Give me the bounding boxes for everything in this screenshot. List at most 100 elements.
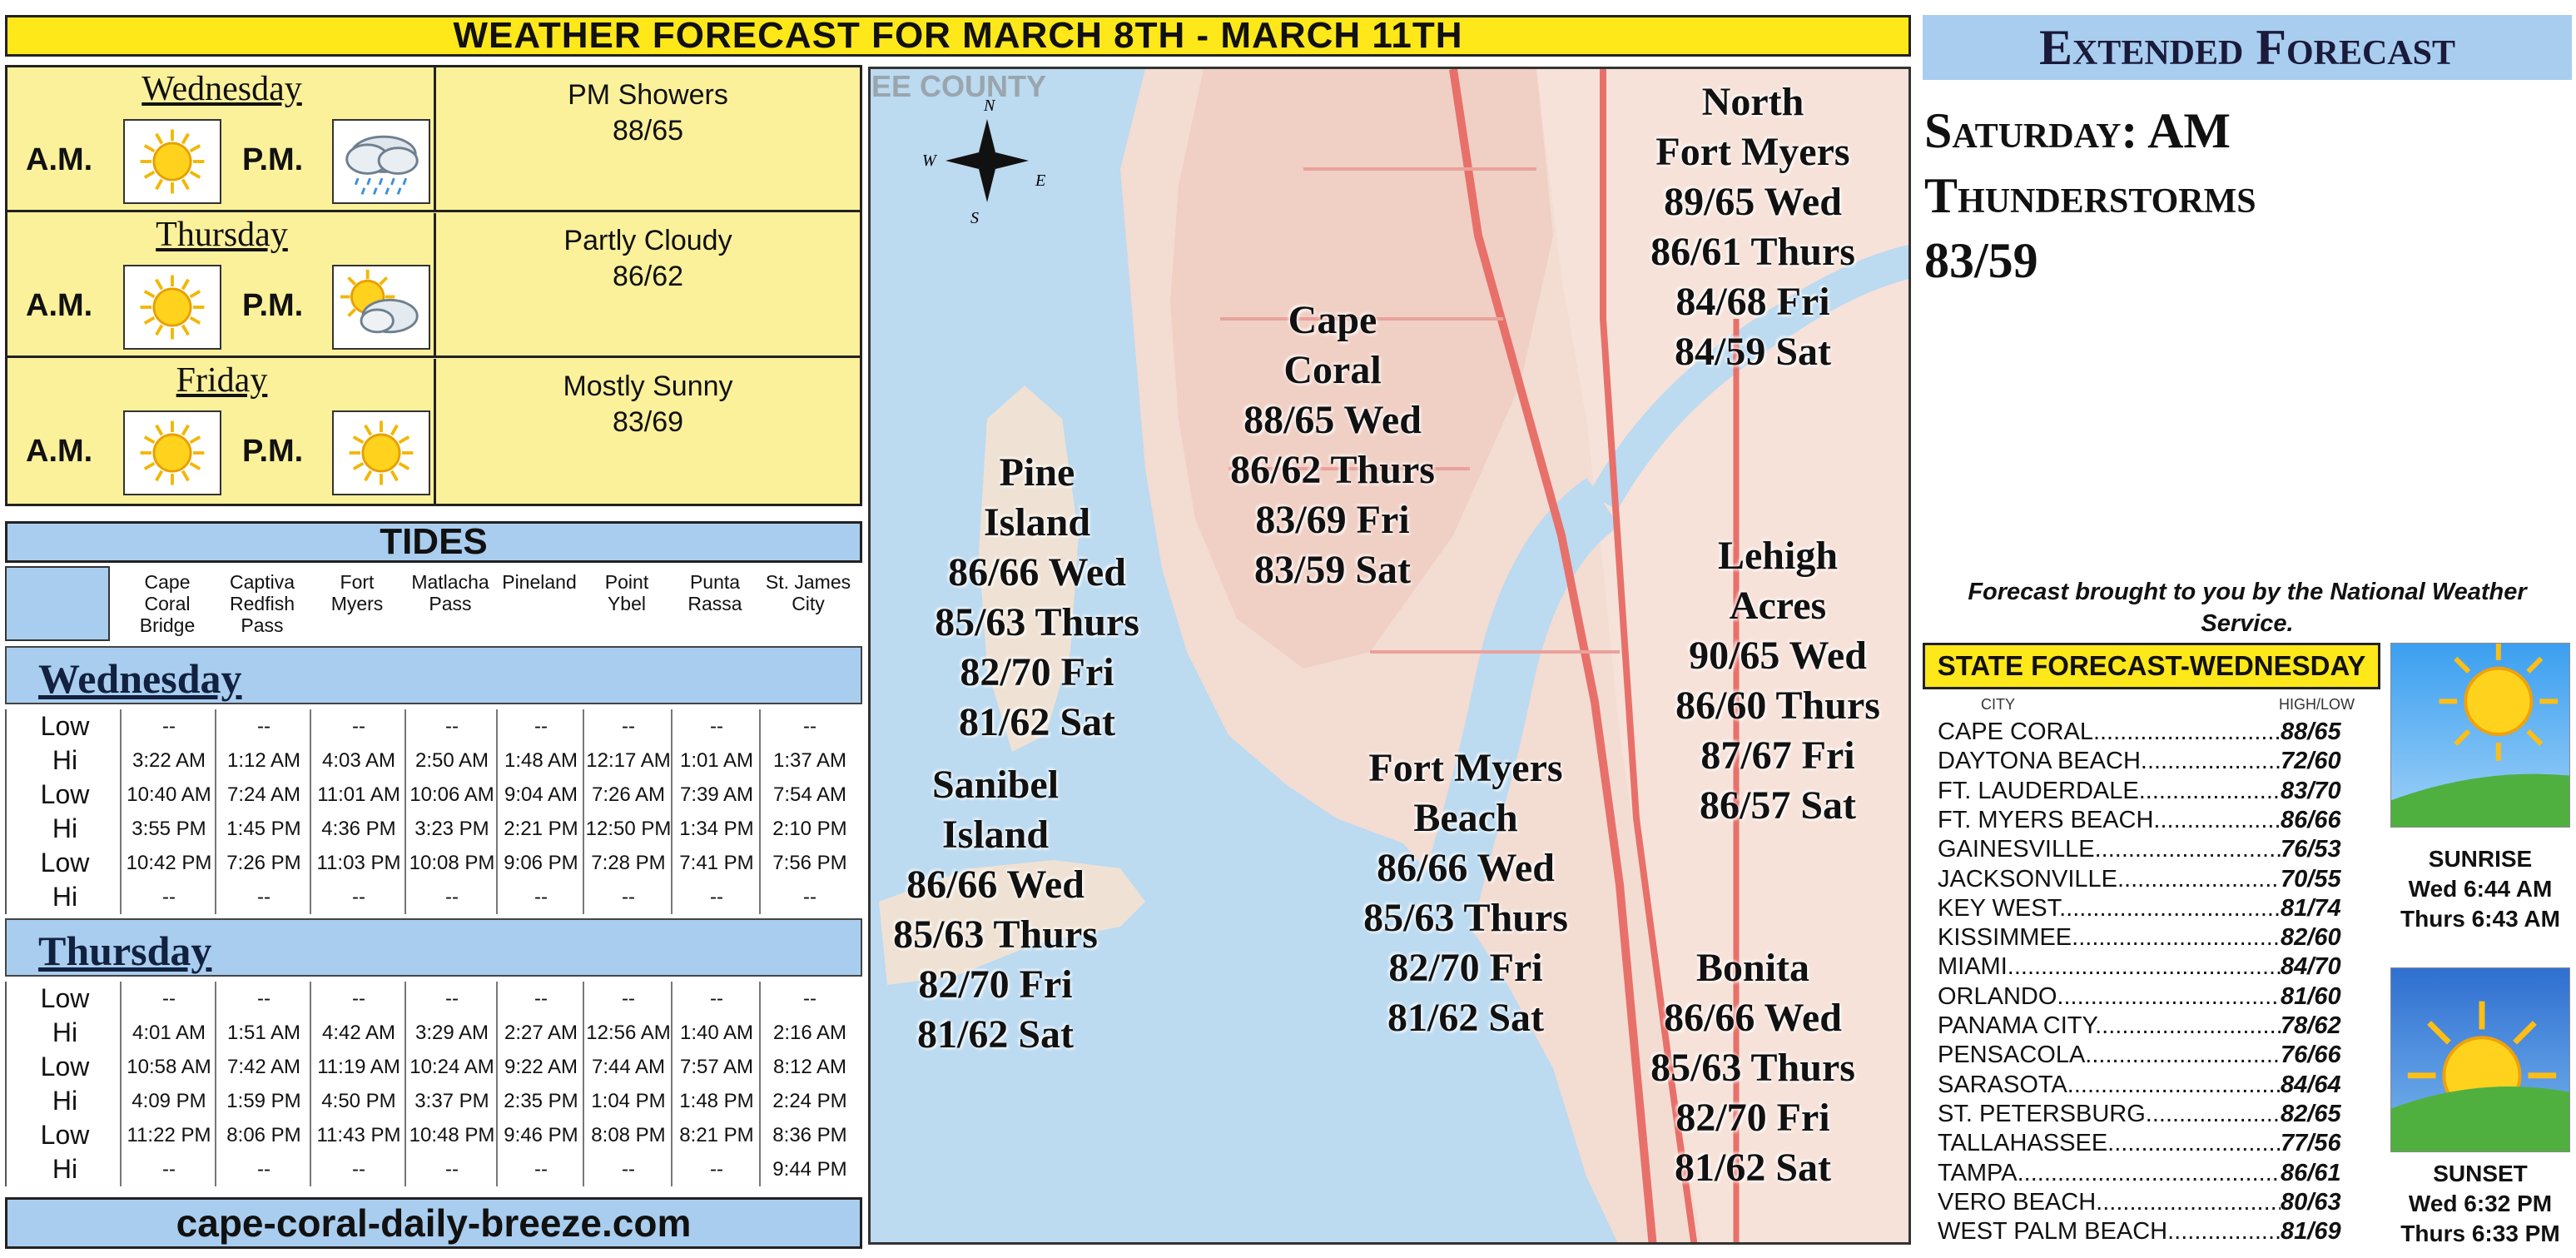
tide-time: 8:08 PM <box>591 1124 666 1146</box>
tides-header: Cape Coral Bridge Captiva Redfish Pass Fort Mye… <box>5 566 862 643</box>
map-region-temp: 81/62 Sat <box>916 1012 1074 1057</box>
state-city: ORLANDO.................................… <box>1938 982 2281 1010</box>
state-forecast-row: PANAMA CITY.............................… <box>1938 1012 2354 1041</box>
state-forecast-row: JACKSONVILLE............................… <box>1938 865 2354 894</box>
tide-time: -- <box>352 886 365 908</box>
tide-type: Low <box>40 848 90 878</box>
tide-column-divider <box>671 982 673 1186</box>
tide-day-name: Thursday <box>38 927 212 974</box>
day-name: Thursday <box>156 216 288 254</box>
tide-time: -- <box>803 987 816 1010</box>
state-forecast-row: MIAMI...................................… <box>1938 952 2354 982</box>
tide-time: -- <box>257 715 271 738</box>
tide-time: 8:21 PM <box>679 1124 754 1146</box>
day-icons-cell: Thursday A.M. P.M. <box>7 213 436 356</box>
map-region-temp: 84/59 Sat <box>1674 330 1831 374</box>
map-region-name: Cape <box>1288 298 1377 342</box>
tide-location-line: Ybel <box>607 593 647 614</box>
tide-row: Hi 4:09 PM 1:59 PM 4:50 PM 3:37 PM 2:35 PM 1:0… <box>7 1084 864 1118</box>
county-text: EE COUNTY <box>871 69 1047 103</box>
map-region-temp: 81/62 Sat <box>1387 996 1544 1040</box>
tide-time: -- <box>622 987 635 1010</box>
tide-time: 10:08 PM <box>409 852 495 874</box>
map-region-name: Island <box>983 500 1091 544</box>
pm-label: P.M. <box>242 288 304 323</box>
tide-time: -- <box>352 987 365 1010</box>
tide-column-divider <box>120 982 122 1186</box>
state-forecast-row: TALLAHASSEE.............................… <box>1938 1129 2354 1158</box>
tide-location-line: Pass <box>241 614 284 636</box>
extended-line: Saturday: AM <box>1924 103 2231 158</box>
map-region-name: Acres <box>1729 584 1827 628</box>
tide-row: Low 10:42 PM 7:26 PM 11:03 PM 10:08 PM 9:06 P… <box>7 846 864 880</box>
map-region-temp: 86/57 Sat <box>1699 783 1856 828</box>
state-forecast-row: VERO BEACH..............................… <box>1938 1188 2354 1217</box>
tide-time: -- <box>257 987 271 1010</box>
tide-time: 11:43 PM <box>316 1124 401 1146</box>
map-region-temp: 86/62 Thurs <box>1230 448 1435 492</box>
day-row: Wednesday A.M. P.M. PM Showers 88/65 <box>7 67 860 212</box>
tide-time: 7:24 AM <box>226 783 301 806</box>
map-region-temp: 85/63 Thurs <box>1650 1046 1855 1090</box>
state-city: KEY WEST................................… <box>1938 894 2281 922</box>
tide-time: 1:12 AM <box>226 749 301 772</box>
am-weather-icon <box>123 265 221 350</box>
tide-time: 8:36 PM <box>772 1124 847 1146</box>
extended-forecast-title: Extended Forecast <box>1923 15 2572 80</box>
state-high-low: 81/74 <box>2281 894 2341 922</box>
sunrise-icon <box>2391 644 2569 827</box>
rain-cloud-icon <box>345 135 419 195</box>
tide-time: -- <box>352 715 365 738</box>
sun-icon <box>349 420 414 485</box>
state-city: WEST PALM BEACH.........................… <box>1938 1218 2281 1246</box>
day-condition: PM Showers <box>568 79 728 111</box>
state-col-highlow: HIGH/LOW <box>2279 696 2355 713</box>
tide-time: -- <box>162 987 176 1010</box>
tide-time: -- <box>622 1158 635 1181</box>
tide-time: 3:29 AM <box>414 1022 489 1044</box>
sun-icon <box>140 420 205 485</box>
state-forecast-row: FT. MYERS BEACH.........................… <box>1938 806 2354 835</box>
state-forecast-row: WEST PALM BEACH.........................… <box>1938 1217 2354 1246</box>
tide-time: -- <box>257 886 271 908</box>
tide-location-line: Bridge <box>139 614 196 636</box>
pm-weather-icon <box>332 265 430 350</box>
tide-time: -- <box>803 886 816 908</box>
state-city: DAYTONA BEACH...........................… <box>1938 748 2281 775</box>
state-high-low: 84/64 <box>2281 1071 2341 1098</box>
tide-location-line: Pineland <box>502 571 577 593</box>
map-region-temp: 86/66 Wed <box>1664 996 1842 1040</box>
tide-type: Hi <box>52 1017 78 1047</box>
tide-column-divider <box>759 709 761 914</box>
tide-location-header: Captiva Redfish Pass <box>215 571 310 636</box>
map-region-forecast: Lehigh Acres 90/65 Wed 86/60 Thurs 87/67 Fri… <box>1645 531 1908 831</box>
day-temps: 86/62 <box>612 261 684 292</box>
sunrise-label: SUNRISE <box>2428 846 2533 872</box>
map-region-forecast: Fort Myers Beach 86/66 Wed 85/63 Thurs 82/70… <box>1324 743 1607 1043</box>
sunset-wed: Wed 6:32 PM <box>2408 1191 2553 1216</box>
tide-time: 11:22 PM <box>127 1124 211 1146</box>
sun-icon <box>140 129 205 194</box>
tide-time: 1:04 PM <box>591 1090 666 1112</box>
tide-row: Hi -- -- -- -- -- -- -- -- <box>7 880 864 914</box>
map-region-forecast: Sanibel Island 86/66 Wed 85/63 Thurs 82/70 F… <box>871 760 1120 1060</box>
state-high-low: 70/55 <box>2281 865 2341 893</box>
tide-time: 4:01 AM <box>132 1022 206 1044</box>
sunrise-info: SUNRISE Wed 6:44 AM Thurs 6:43 AM <box>2380 844 2576 934</box>
day-temps: 83/69 <box>612 406 684 438</box>
map-region-name: Lehigh <box>1717 534 1839 578</box>
tide-column-divider <box>215 709 216 914</box>
tide-time: 1:48 AM <box>504 749 578 772</box>
tide-time: 10:58 AM <box>127 1056 211 1078</box>
map-region-temp: 84/68 Fri <box>1675 280 1830 324</box>
tide-time: 7:56 PM <box>772 852 847 874</box>
svg-text:N: N <box>983 97 996 115</box>
tide-time: -- <box>534 1158 548 1181</box>
website-link[interactable]: cape-coral-daily-breeze.com <box>5 1197 862 1249</box>
tide-time: 4:42 AM <box>321 1022 396 1044</box>
state-city: PANAMA CITY.............................… <box>1938 1012 2281 1039</box>
pm-weather-icon <box>332 410 430 495</box>
tide-time: 2:21 PM <box>504 818 578 840</box>
tide-location-line: Punta <box>689 571 741 593</box>
state-high-low: 72/60 <box>2281 748 2341 775</box>
